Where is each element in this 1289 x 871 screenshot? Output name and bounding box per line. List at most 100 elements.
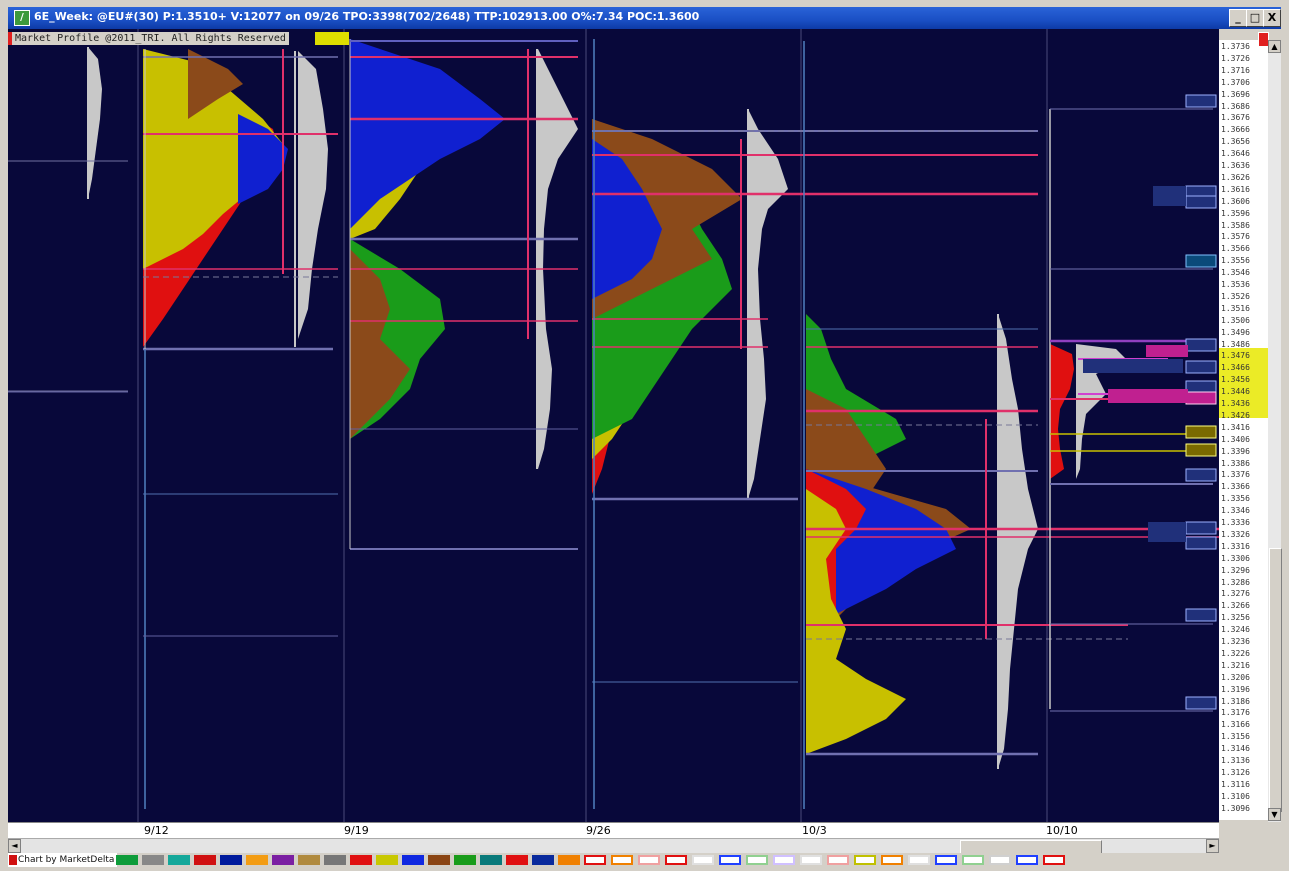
level-tag	[1185, 608, 1217, 622]
level-tag	[1108, 389, 1188, 403]
color-swatch[interactable]	[428, 855, 450, 865]
minimize-button[interactable]: _	[1229, 9, 1247, 27]
tpo-profile	[1050, 344, 1074, 479]
price-tick: 1.3716	[1221, 65, 1250, 75]
price-tick: 1.3496	[1221, 327, 1250, 337]
price-tick: 1.3326	[1221, 529, 1250, 539]
horizontal-scrollbar[interactable]: ◄ ►	[8, 838, 1219, 854]
tpo-profile	[592, 139, 662, 299]
vertical-scroll-thumb[interactable]	[1269, 548, 1282, 812]
color-swatch[interactable]	[324, 855, 346, 865]
price-tick: 1.3186	[1221, 696, 1250, 706]
price-tick: 1.3456	[1221, 375, 1250, 385]
color-swatch[interactable]	[116, 855, 138, 865]
price-tick: 1.3666	[1221, 125, 1250, 135]
color-swatch[interactable]	[1043, 855, 1065, 865]
color-swatch[interactable]	[665, 855, 687, 865]
level-tag	[1153, 186, 1186, 206]
color-swatch[interactable]	[168, 855, 190, 865]
color-swatch[interactable]	[532, 855, 554, 865]
price-tick: 1.3136	[1221, 756, 1250, 765]
color-swatch[interactable]	[506, 855, 528, 865]
price-tick: 1.3466	[1221, 363, 1250, 373]
date-label: 9/26	[586, 824, 611, 837]
color-swatch[interactable]	[272, 855, 294, 865]
color-swatch[interactable]	[611, 855, 633, 865]
price-tick: 1.3096	[1221, 803, 1250, 813]
price-tick: 1.3526	[1221, 291, 1250, 301]
color-swatch[interactable]	[800, 855, 822, 865]
color-swatch[interactable]	[246, 855, 268, 865]
price-tick: 1.3196	[1221, 684, 1250, 694]
price-tick: 1.3536	[1221, 280, 1250, 289]
color-swatch[interactable]	[194, 855, 216, 865]
price-tick: 1.3176	[1221, 708, 1250, 718]
price-tick: 1.3606	[1221, 196, 1250, 206]
color-swatch[interactable]	[558, 855, 580, 865]
scroll-down-arrow-icon[interactable]: ▼	[1268, 808, 1281, 821]
price-tick: 1.3376	[1221, 470, 1250, 480]
close-button[interactable]: X	[1263, 9, 1281, 27]
market-profile-chart[interactable]: Market Profile @2011_TRI. All Rights Res…	[8, 29, 1219, 822]
color-swatch[interactable]	[402, 855, 424, 865]
price-tick: 1.3276	[1221, 589, 1250, 599]
price-tick: 1.3626	[1221, 172, 1250, 182]
price-tick: 1.3316	[1221, 541, 1250, 551]
level-tag	[1185, 696, 1217, 710]
color-swatch[interactable]	[454, 855, 476, 865]
color-swatch[interactable]	[962, 855, 984, 865]
tpo-profile	[806, 489, 906, 754]
price-tick: 1.3426	[1221, 410, 1250, 420]
price-tick: 1.3336	[1221, 518, 1250, 527]
volume-profile	[298, 51, 328, 339]
color-swatch[interactable]	[376, 855, 398, 865]
color-swatch[interactable]	[692, 855, 714, 865]
level-tag	[1185, 254, 1217, 268]
restore-button[interactable]: □	[1246, 9, 1264, 27]
price-tick: 1.3106	[1221, 791, 1250, 801]
color-swatch[interactable]	[881, 855, 903, 865]
price-tick: 1.3406	[1221, 434, 1250, 444]
color-swatch[interactable]	[989, 855, 1011, 865]
color-swatch[interactable]	[854, 855, 876, 865]
price-tick: 1.3166	[1221, 720, 1250, 730]
price-tick: 1.3116	[1221, 779, 1250, 789]
scroll-left-arrow-icon[interactable]: ◄	[8, 839, 21, 853]
tpo-profile	[350, 249, 410, 439]
color-swatch[interactable]	[908, 855, 930, 865]
tpo-profile	[238, 114, 288, 204]
scroll-up-arrow-icon[interactable]: ▲	[1268, 40, 1281, 53]
level-tag	[1185, 195, 1217, 209]
price-tick: 1.3676	[1221, 113, 1250, 123]
color-swatch[interactable]	[638, 855, 660, 865]
color-swatch[interactable]	[142, 855, 164, 865]
color-swatch[interactable]	[480, 855, 502, 865]
color-swatch[interactable]	[1016, 855, 1038, 865]
color-swatch[interactable]	[584, 855, 606, 865]
chart-credit: Chart by MarketDelta	[8, 853, 118, 867]
level-tag	[1185, 443, 1217, 457]
date-label: 10/3	[802, 824, 827, 837]
price-tick: 1.3616	[1221, 184, 1250, 194]
color-swatch[interactable]	[935, 855, 957, 865]
color-swatch[interactable]	[298, 855, 320, 865]
scroll-right-arrow-icon[interactable]: ►	[1206, 839, 1219, 853]
price-tick: 1.3346	[1221, 506, 1250, 516]
color-swatch[interactable]	[220, 855, 242, 865]
tpo-profile	[143, 49, 283, 269]
date-axis: 9/12 9/19 9/26 10/3 10/10	[8, 822, 1219, 839]
date-label: 10/10	[1046, 824, 1078, 837]
horizontal-scroll-thumb[interactable]	[960, 840, 1102, 854]
price-tick: 1.3296	[1221, 565, 1250, 575]
price-tick: 1.3706	[1221, 77, 1250, 87]
color-swatch[interactable]	[350, 855, 372, 865]
axis-marker-box[interactable]	[1258, 32, 1269, 47]
color-swatch[interactable]	[746, 855, 768, 865]
color-swatch[interactable]	[827, 855, 849, 865]
color-swatch[interactable]	[773, 855, 795, 865]
vertical-scrollbar[interactable]: ▲ ▼	[1268, 40, 1282, 822]
color-swatch[interactable]	[719, 855, 741, 865]
price-tick: 1.3446	[1221, 387, 1250, 397]
price-tick: 1.3396	[1221, 446, 1250, 456]
profile-canvas	[8, 29, 1219, 822]
